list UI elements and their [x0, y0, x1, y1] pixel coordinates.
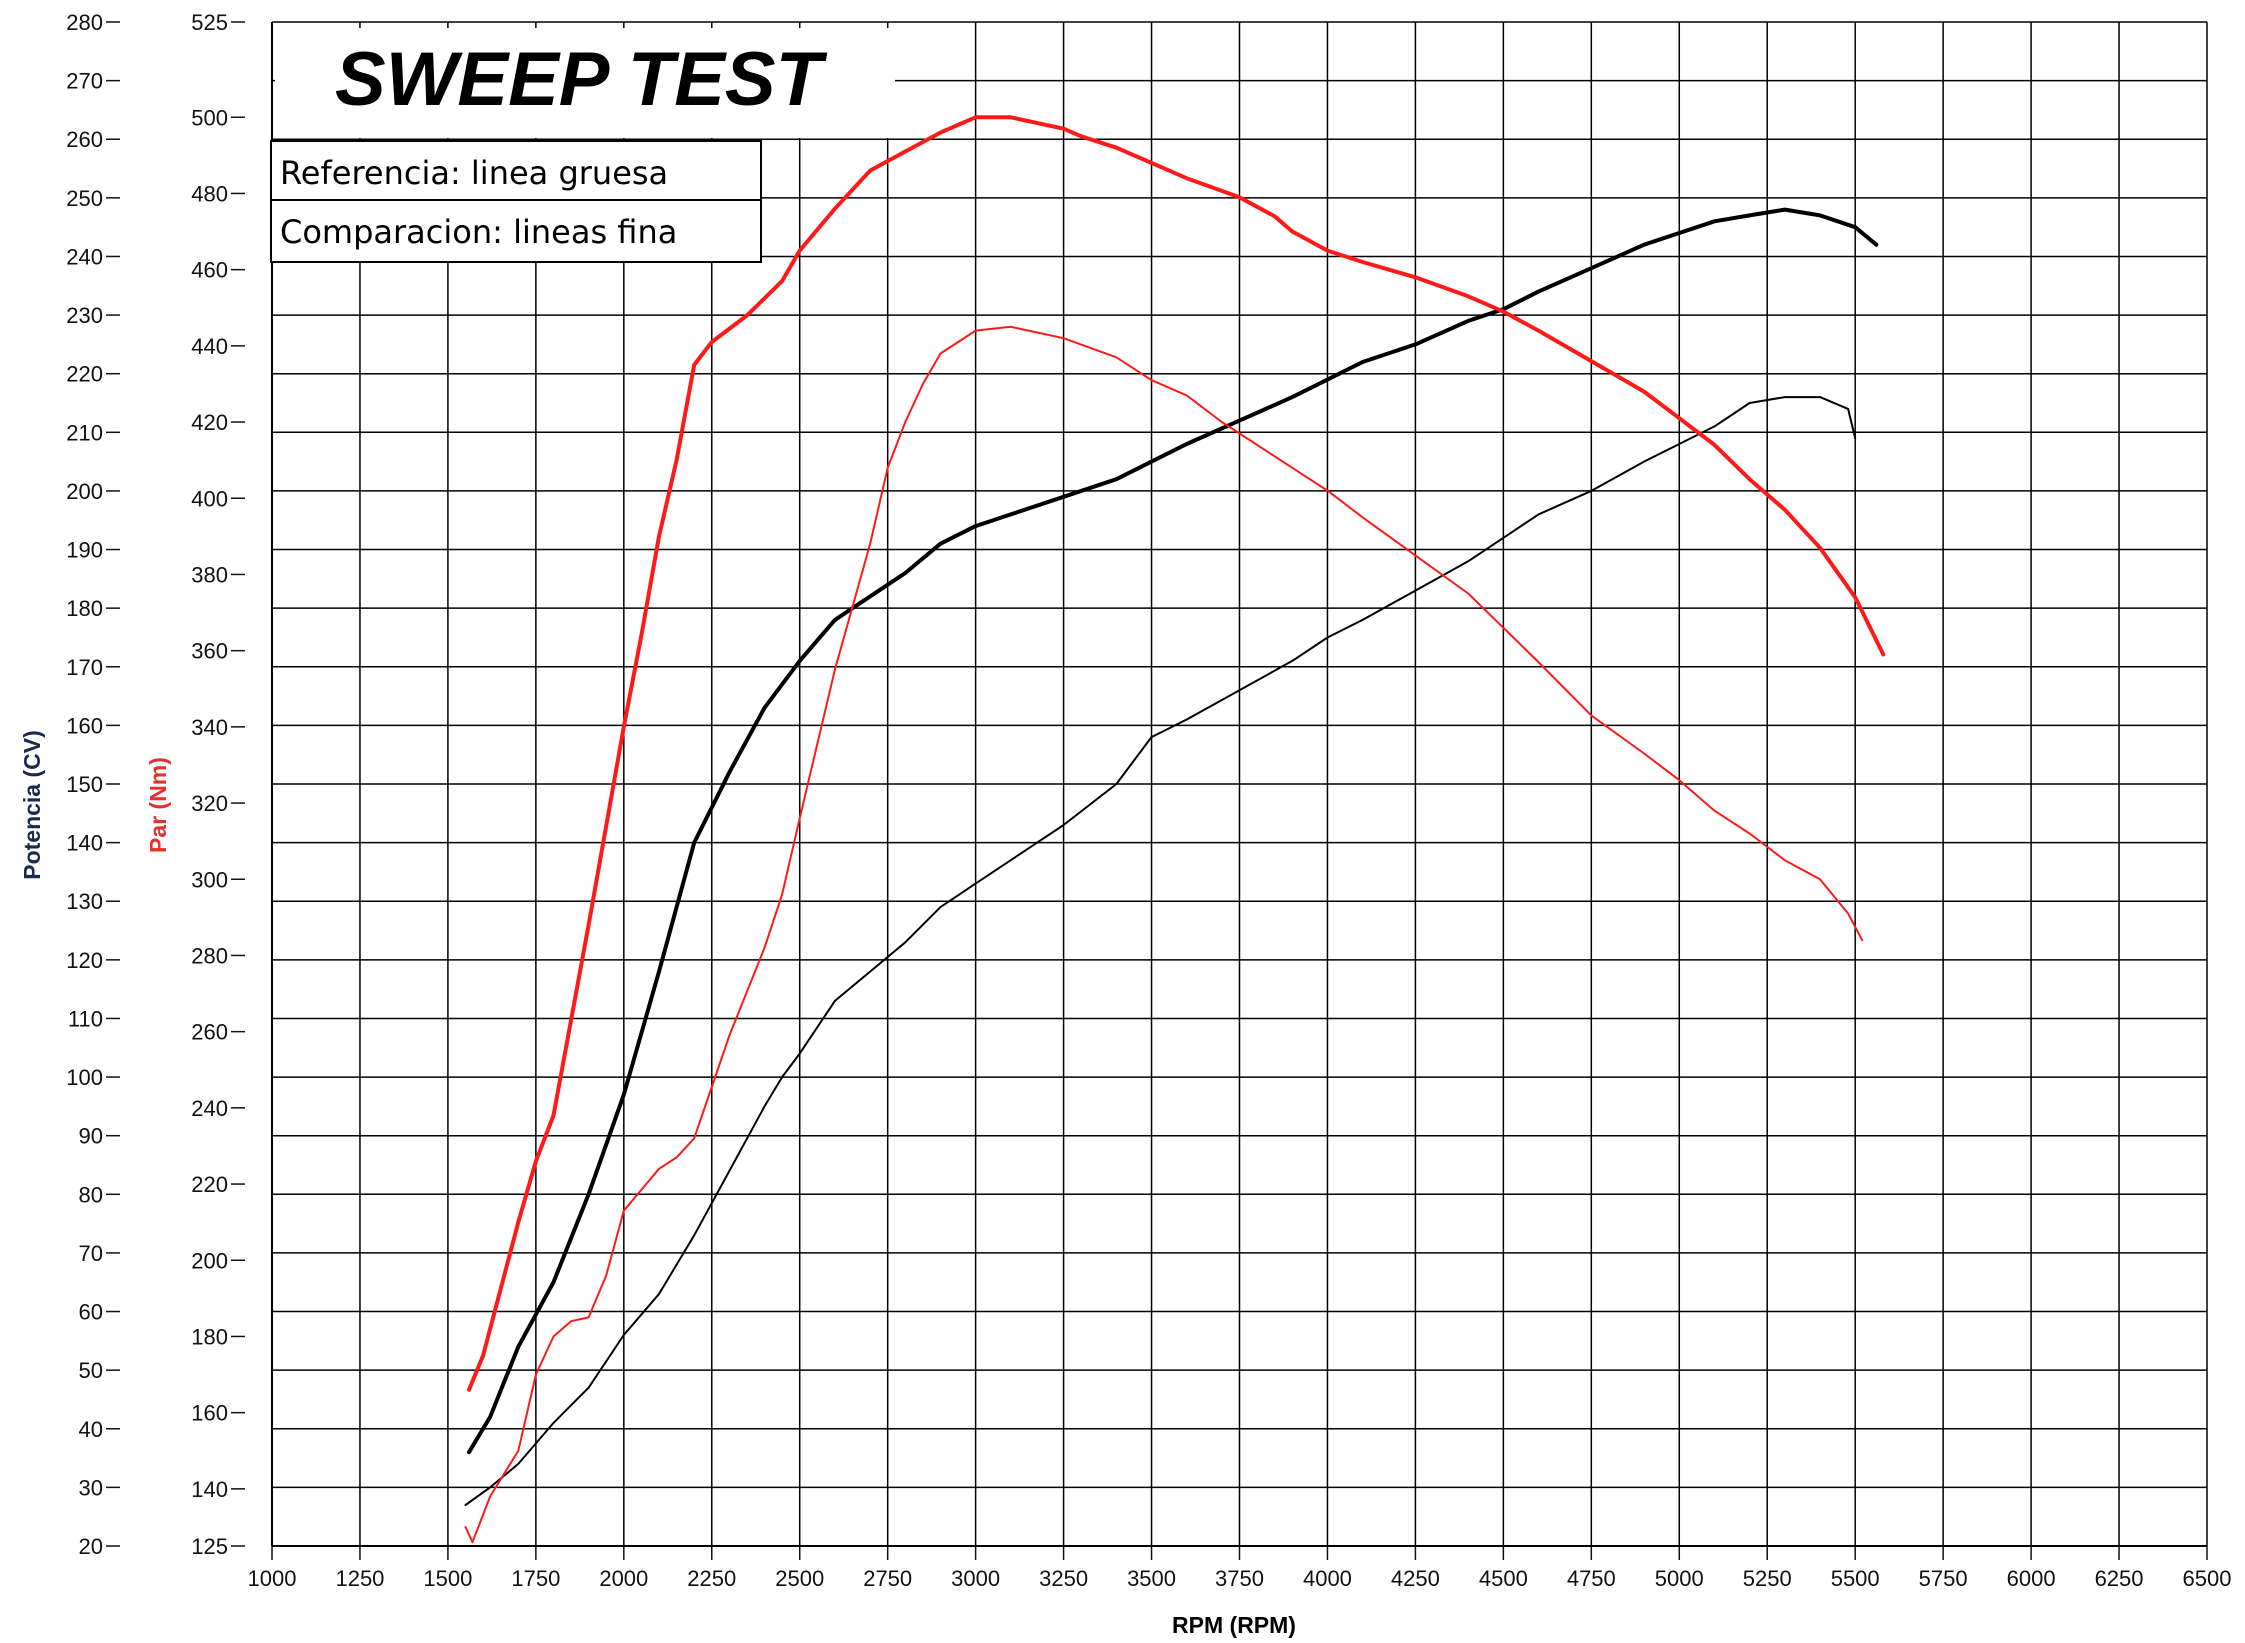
torque-tick-label: 525	[191, 10, 228, 35]
power-tick-label: 250	[66, 186, 103, 211]
rpm-tick-label: 3250	[1039, 1566, 1088, 1591]
series-line-torque-thick	[467, 115, 1886, 1392]
torque-tick-label: 300	[191, 867, 228, 892]
power-tick-label: 180	[66, 596, 103, 621]
legend-entry-reference: Referencia: linea gruesa	[280, 154, 668, 192]
torque-tick-label: 420	[191, 410, 228, 435]
chart-title: SWEEP TEST	[335, 37, 828, 122]
rpm-tick-label: 4250	[1391, 1566, 1440, 1591]
torque-tick-label: 460	[191, 258, 228, 283]
power-tick-label: 30	[79, 1475, 103, 1500]
legend-entry-comparison: Comparacion: lineas fina	[280, 213, 677, 251]
series-lines	[464, 115, 1886, 1544]
torque-tick-label: 125	[191, 1534, 228, 1559]
power-tick-label: 210	[66, 420, 103, 445]
power-tick-label: 150	[66, 772, 103, 797]
legend-box	[270, 140, 762, 263]
torque-tick-label: 180	[191, 1324, 228, 1349]
rpm-tick-label: 2750	[863, 1566, 912, 1591]
torque-tick-label: 160	[191, 1401, 228, 1426]
power-tick-label: 70	[79, 1241, 103, 1266]
power-tick-label: 260	[66, 127, 103, 152]
title-backdrop	[275, 28, 895, 138]
power-axis-ticks: 20 30 40 50 60 70 80 90 100 110 120 130 140 150 160 170…	[66, 10, 120, 1559]
power-tick-label: 20	[79, 1534, 103, 1559]
rpm-tick-label: 6500	[2183, 1566, 2232, 1591]
torque-tick-label: 380	[191, 562, 228, 587]
torque-tick-label: 320	[191, 791, 228, 816]
torque-tick-label: 500	[191, 105, 228, 130]
power-tick-label: 230	[66, 303, 103, 328]
power-tick-label: 200	[66, 479, 103, 504]
rpm-tick-label: 6250	[2095, 1566, 2144, 1591]
rpm-axis-title: RPM (RPM)	[1172, 1612, 1296, 1638]
power-tick-label: 90	[79, 1124, 103, 1149]
torque-tick-label: 440	[191, 334, 228, 359]
rpm-tick-label: 3500	[1127, 1566, 1176, 1591]
rpm-tick-label: 4000	[1303, 1566, 1352, 1591]
rpm-tick-label: 2000	[599, 1566, 648, 1591]
power-tick-label: 110	[68, 1006, 103, 1031]
power-tick-label: 40	[79, 1417, 103, 1442]
power-axis-title: Potencia (CV)	[19, 730, 45, 880]
rpm-tick-label: 2250	[687, 1566, 736, 1591]
torque-tick-label: 360	[191, 639, 228, 664]
rpm-tick-label: 1000	[248, 1566, 297, 1591]
rpm-tick-label: 5500	[1831, 1566, 1880, 1591]
rpm-tick-label: 6000	[2007, 1566, 2056, 1591]
rpm-tick-label: 5000	[1655, 1566, 1704, 1591]
series-line-power-thick	[467, 207, 1879, 1455]
power-tick-label: 80	[79, 1182, 103, 1207]
rpm-tick-label: 1250	[335, 1566, 384, 1591]
power-tick-label: 170	[66, 655, 103, 680]
torque-axis-title: Par (Nm)	[145, 757, 171, 853]
power-tick-label: 160	[66, 713, 103, 738]
rpm-axis-ticks: 1000 1250 1500 1750 2000 2250 2500 2750 3000 3250…	[248, 1546, 2232, 1591]
power-tick-label: 50	[79, 1358, 103, 1383]
torque-axis-ticks: 125 140 160 180 200 220 240 260 280 300 320 340 360 3…	[191, 10, 245, 1559]
rpm-tick-label: 5750	[1919, 1566, 1968, 1591]
torque-tick-label: 200	[191, 1248, 228, 1273]
rpm-tick-label: 4750	[1567, 1566, 1616, 1591]
torque-tick-label: 400	[191, 486, 228, 511]
power-tick-label: 270	[66, 69, 103, 94]
rpm-tick-label: 3750	[1215, 1566, 1264, 1591]
torque-tick-label: 260	[191, 1020, 228, 1045]
legend: Referencia: linea gruesa Comparacion: li…	[270, 140, 762, 263]
torque-tick-label: 480	[191, 181, 228, 206]
torque-tick-label: 240	[191, 1096, 228, 1121]
power-tick-label: 280	[66, 10, 103, 35]
power-tick-label: 130	[66, 889, 103, 914]
power-tick-label: 100	[66, 1065, 103, 1090]
torque-tick-label: 280	[191, 943, 228, 968]
rpm-tick-label: 2500	[775, 1566, 824, 1591]
rpm-tick-label: 3000	[951, 1566, 1000, 1591]
rpm-tick-label: 4500	[1479, 1566, 1528, 1591]
torque-tick-label: 140	[191, 1477, 228, 1502]
rpm-tick-label: 5250	[1743, 1566, 1792, 1591]
power-tick-label: 220	[66, 362, 103, 387]
power-tick-label: 140	[66, 831, 103, 856]
power-tick-label: 240	[66, 244, 103, 269]
torque-tick-label: 340	[191, 715, 228, 740]
torque-tick-label: 220	[191, 1172, 228, 1197]
series-line-torque-thin	[464, 325, 1864, 1544]
power-tick-label: 190	[66, 538, 103, 563]
series-line-power-thin	[464, 396, 1857, 1506]
rpm-tick-label: 1500	[423, 1566, 472, 1591]
power-tick-label: 60	[79, 1300, 103, 1325]
power-tick-label: 120	[66, 948, 103, 973]
grid-lines	[271, 21, 2208, 1547]
rpm-tick-label: 1750	[511, 1566, 560, 1591]
